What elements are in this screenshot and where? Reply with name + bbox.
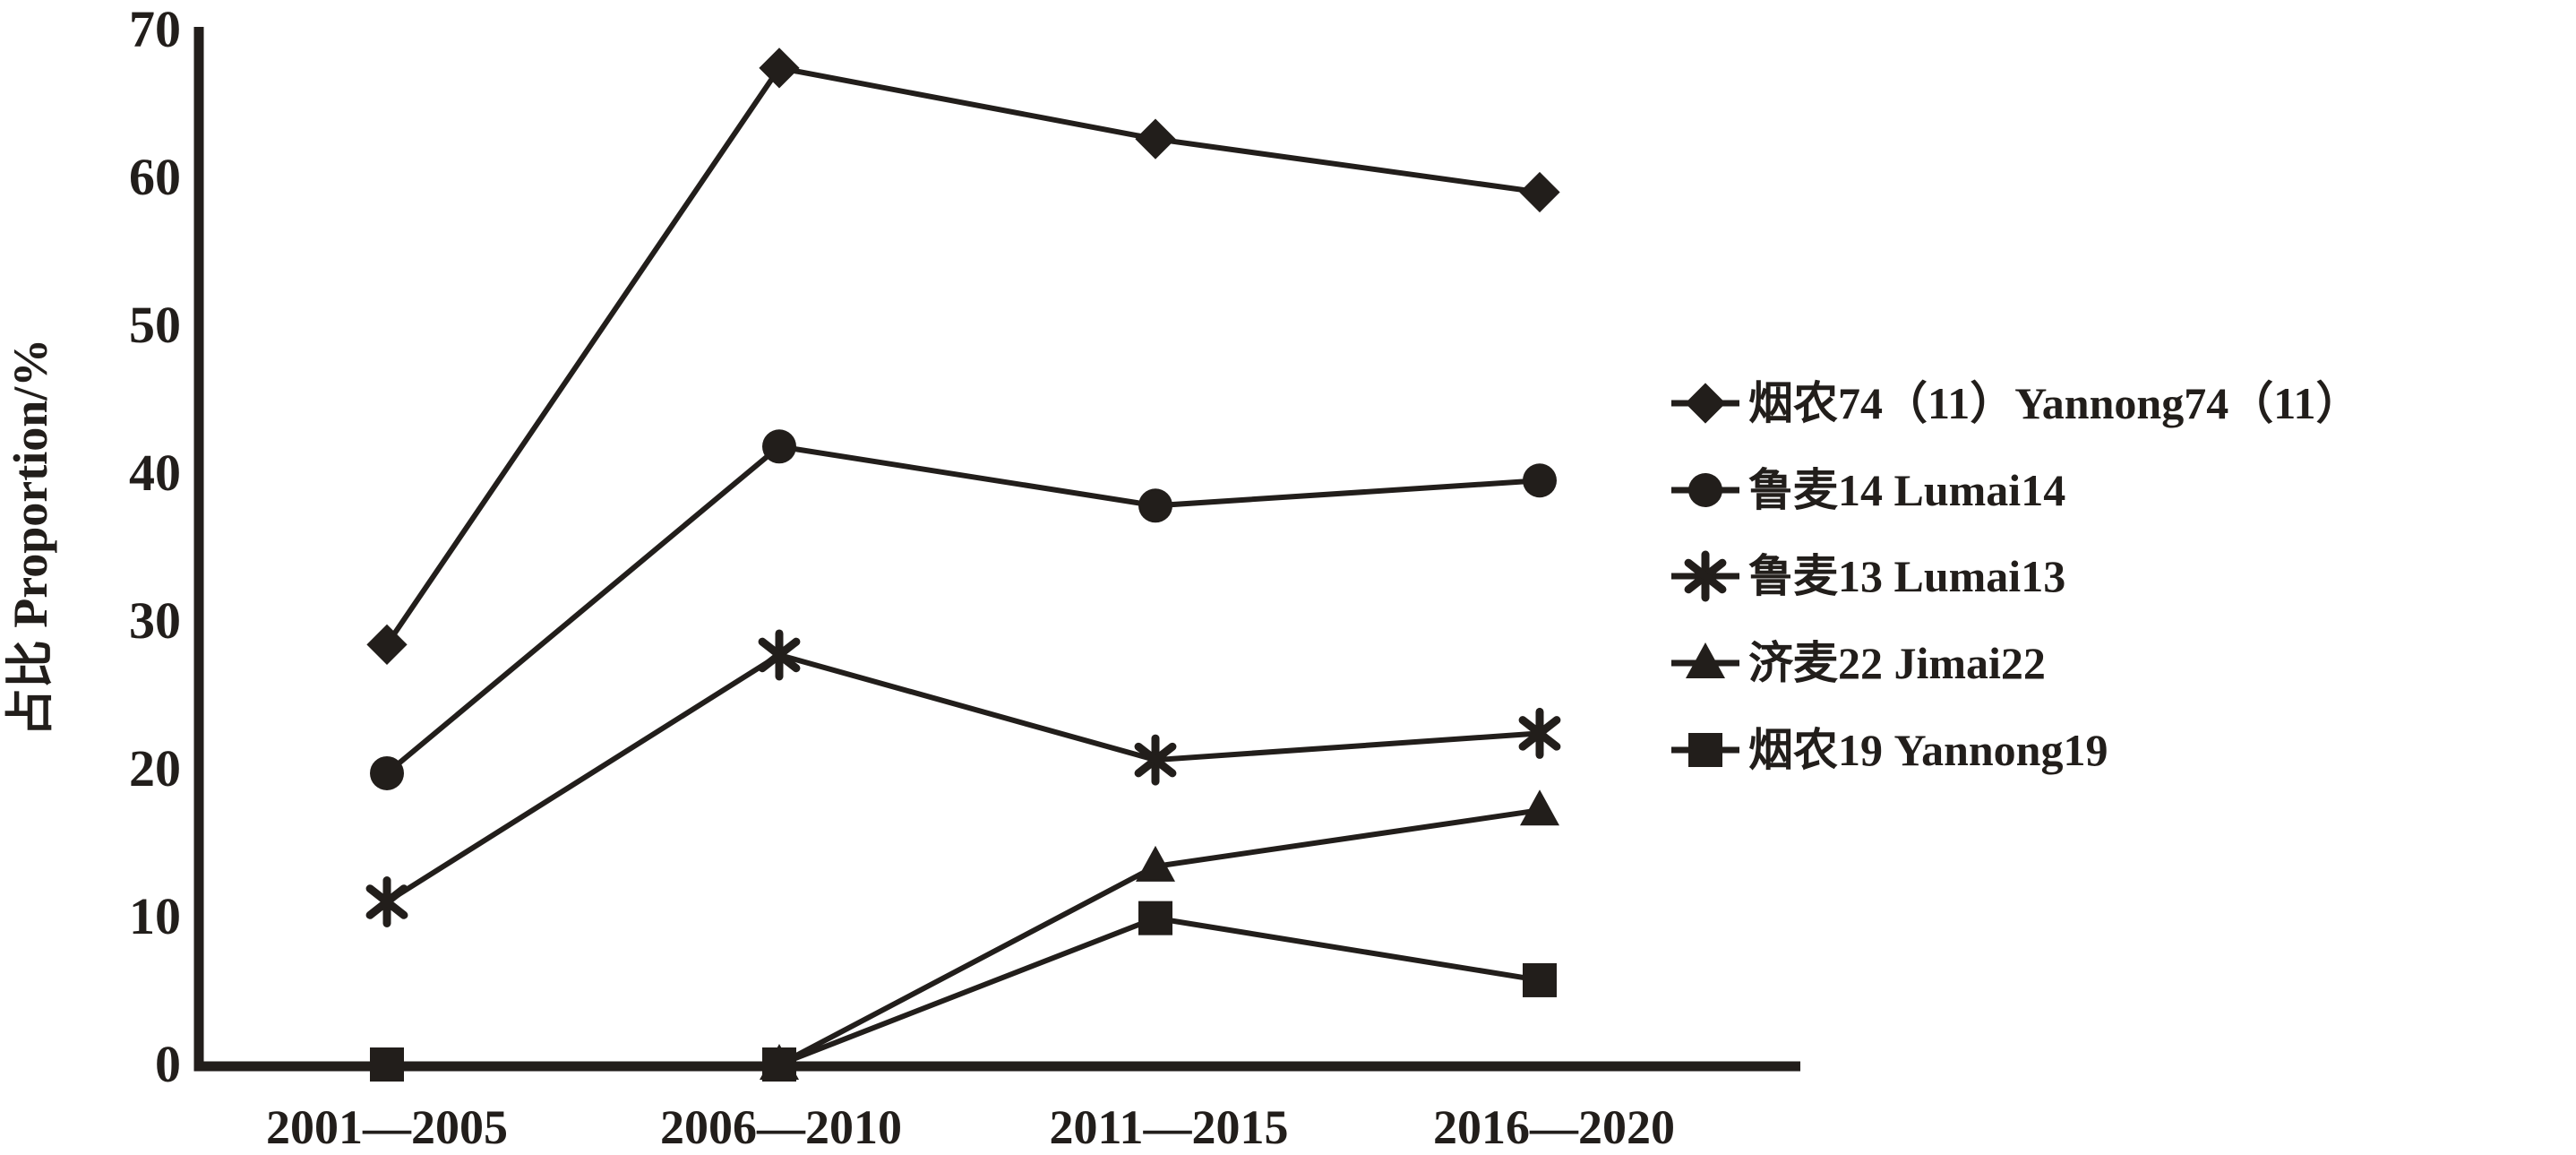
- diamond-marker-icon: [366, 624, 408, 666]
- y-tick-label: 20: [129, 739, 181, 797]
- y-tick-label: 40: [129, 444, 181, 502]
- diamond-marker-icon: [1685, 383, 1726, 424]
- legend-label: 烟农19 Yannong19: [1748, 725, 2108, 775]
- circle-marker-icon: [762, 429, 796, 464]
- circle-marker-icon: [1688, 473, 1722, 507]
- y-tick-label: 60: [129, 148, 181, 206]
- diamond-marker-icon: [1135, 118, 1176, 159]
- legend-label: 烟农74（11）Yannong74（11）: [1748, 378, 2360, 428]
- square-marker-icon: [1688, 733, 1722, 767]
- axes-line: [193, 27, 1800, 1072]
- legend-item: 鲁麦13 Lumai13: [1671, 550, 2065, 602]
- series-line-2: [385, 444, 1541, 776]
- legend-label: 济麦22 Jimai22: [1748, 638, 2046, 688]
- legend-item: 烟农74（11）Yannong74（11）: [1671, 378, 2360, 428]
- asterisk-marker-icon: [1684, 550, 1727, 602]
- legend-label: 鲁麦14 Lumai14: [1748, 465, 2065, 515]
- asterisk-marker-icon: [758, 629, 801, 681]
- square-marker-icon: [1138, 901, 1172, 935]
- triangle-marker-icon: [1136, 845, 1175, 882]
- x-tick-label: 2011—2015: [1049, 1100, 1288, 1154]
- y-tick-label: 50: [129, 296, 181, 354]
- y-axis-title: 占比 Proportion/%: [4, 339, 57, 737]
- plot-area: 0 10 20 30 40 50 60 70 2001—2005 2006—2010 2011—20…: [129, 0, 1800, 1154]
- asterisk-marker-icon: [1134, 734, 1177, 786]
- series-line-3: [385, 651, 1541, 905]
- triangle-marker-icon: [1520, 789, 1559, 826]
- triangle-marker-icon: [1686, 642, 1725, 678]
- y-tick-label: 70: [129, 0, 181, 58]
- x-tick-label: 2006—2010: [660, 1100, 902, 1154]
- circle-marker-icon: [370, 755, 404, 790]
- legend-item: 鲁麦14 Lumai14: [1671, 465, 2065, 515]
- y-tick-label: 30: [129, 591, 181, 650]
- asterisk-marker-icon: [1518, 707, 1561, 759]
- x-tick-label: 2001—2005: [266, 1100, 508, 1154]
- series-line-4: [777, 807, 1541, 1067]
- circle-marker-icon: [1138, 488, 1172, 523]
- diamond-marker-icon: [759, 47, 800, 89]
- y-tick-label: 0: [155, 1035, 181, 1093]
- legend-item: 济麦22 Jimai22: [1671, 638, 2046, 688]
- series-line-5: [387, 915, 1541, 1067]
- y-tick-label: 10: [129, 887, 181, 945]
- legend-item: 烟农19 Yannong19: [1671, 725, 2108, 775]
- square-marker-icon: [762, 1047, 796, 1082]
- square-marker-icon: [370, 1047, 404, 1082]
- asterisk-marker-icon: [365, 876, 408, 927]
- diamond-marker-icon: [1519, 171, 1560, 213]
- legend-label: 鲁麦13 Lumai13: [1748, 551, 2065, 601]
- series-line-1: [384, 65, 1541, 647]
- legend: 烟农74（11）Yannong74（11） 鲁麦14 Lumai14 鲁麦13 Lu…: [1671, 378, 2360, 775]
- x-tick-label: 2016—2020: [1433, 1100, 1675, 1154]
- square-marker-icon: [1523, 962, 1557, 997]
- circle-marker-icon: [1523, 463, 1557, 498]
